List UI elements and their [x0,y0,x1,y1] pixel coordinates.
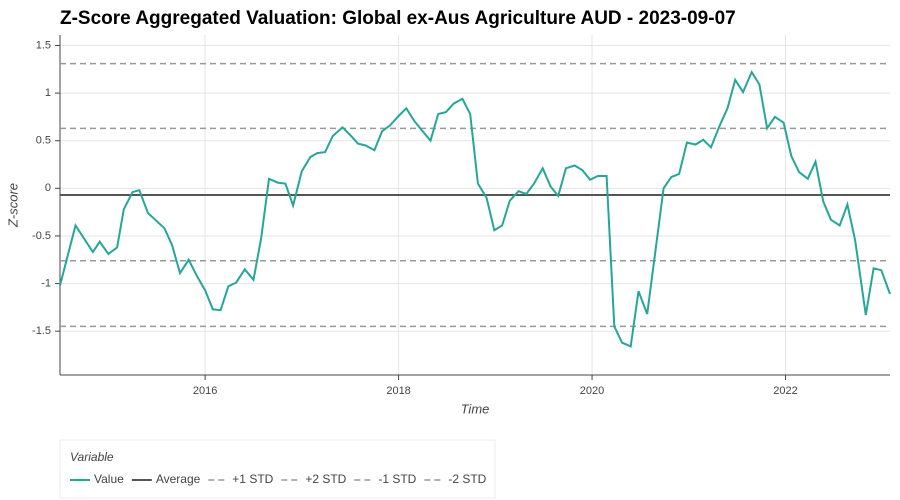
y-tick-label: -0.5 [32,230,51,242]
value-line [59,69,891,348]
legend-label: Average [156,472,201,486]
legend-label: +1 STD [232,472,273,486]
y-tick-label: 0.5 [36,135,51,147]
x-axis-label: Time [461,401,490,416]
legend-label: +2 STD [305,472,346,486]
chart-title: Z-Score Aggregated Valuation: Global ex-… [60,8,736,29]
y-axis-label: Z-score [5,183,20,228]
y-tick-label: 0 [45,182,51,194]
x-tick-label: 2016 [193,385,217,397]
y-tick-label: 1 [45,87,51,99]
legend-label: -2 STD [448,472,486,486]
y-tick-label: 1.5 [36,39,51,51]
legend-title: Variable [70,450,114,464]
x-tick-label: 2018 [386,385,410,397]
x-tick-label: 2020 [580,385,604,397]
y-tick-label: -1 [41,277,51,289]
legend-box [59,439,496,499]
x-tick-label: 2022 [773,385,797,397]
y-tick-label: -1.5 [32,325,51,337]
legend-label: Value [94,472,124,486]
legend-label: -1 STD [378,472,416,486]
